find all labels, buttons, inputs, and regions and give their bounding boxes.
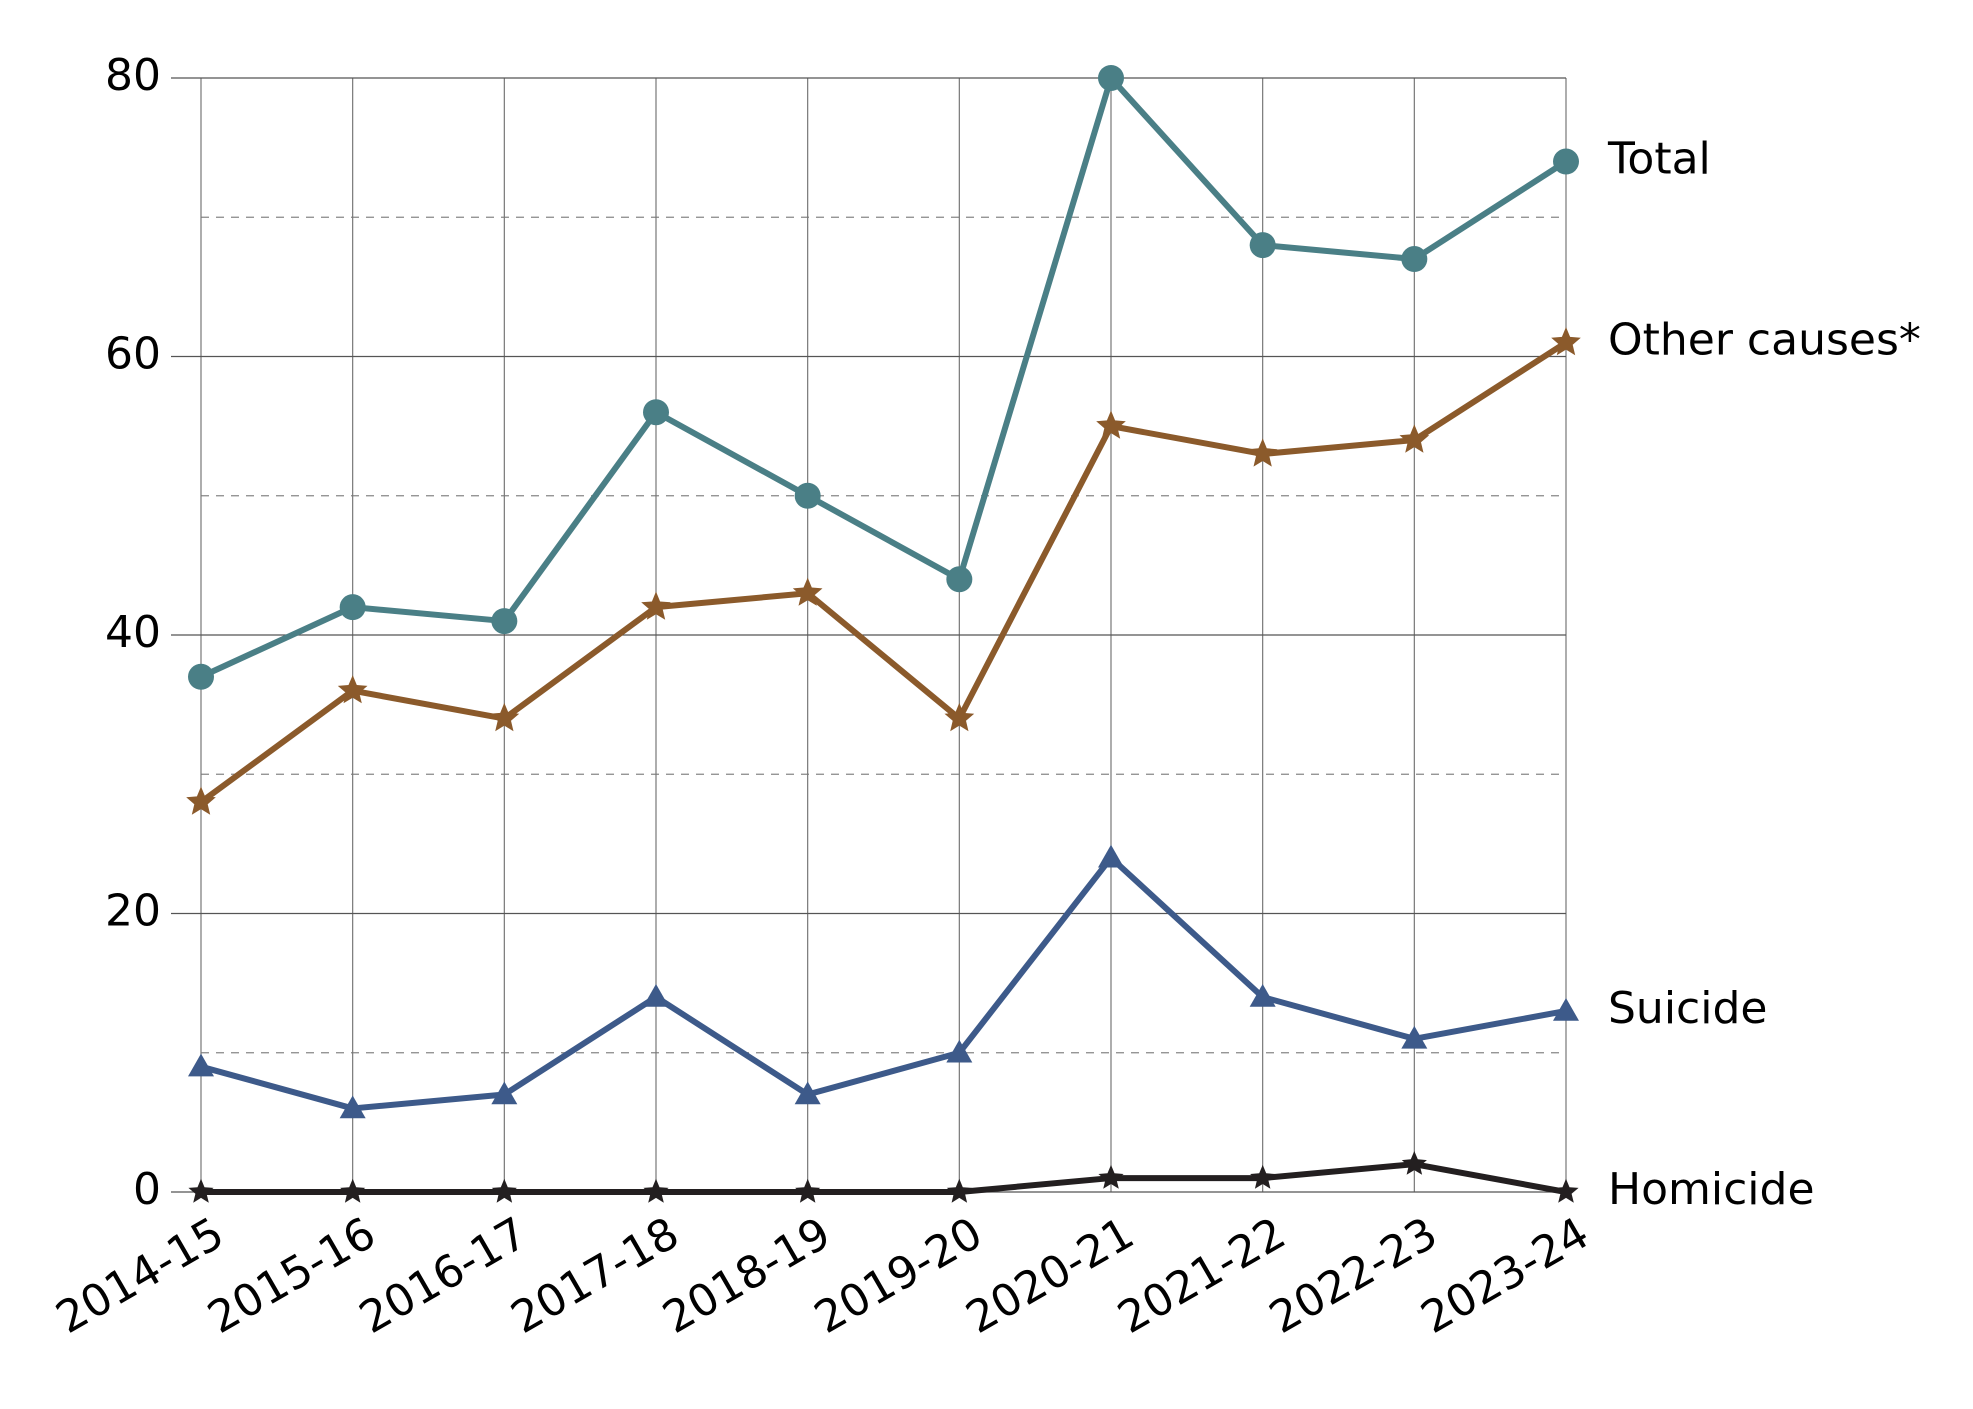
point [643, 399, 669, 426]
point [946, 1178, 972, 1203]
point [186, 786, 216, 815]
point [340, 1178, 366, 1203]
point [641, 591, 671, 620]
series-label: Homicide [1608, 1164, 1815, 1215]
point [643, 984, 669, 1007]
series-label: Total [1607, 134, 1711, 185]
point [1247, 438, 1278, 467]
point [1553, 148, 1579, 175]
point [1098, 65, 1124, 91]
point [1098, 844, 1124, 868]
point [643, 1178, 669, 1203]
point [491, 608, 518, 635]
series-line [199, 340, 1568, 805]
x-tick-label: 2021-22 [1109, 1208, 1294, 1344]
point [946, 566, 973, 593]
y-tick-label: 20 [105, 886, 161, 937]
x-tick-label: 2014-15 [48, 1208, 233, 1344]
x-tick-label: 2022-23 [1261, 1208, 1446, 1344]
x-tick-label: 2016-17 [351, 1208, 536, 1344]
point [188, 663, 214, 690]
x-tick-label: 2019-20 [806, 1208, 991, 1344]
y-tick-label: 80 [105, 50, 161, 101]
series-line [200, 854, 1567, 1112]
point [188, 1053, 214, 1077]
point [794, 1081, 821, 1105]
x-tick-label: 2017-18 [503, 1208, 688, 1344]
point [1551, 327, 1581, 356]
series-label: Other causes* [1608, 315, 1921, 366]
point [1401, 1025, 1428, 1049]
series-line [199, 75, 1568, 680]
point [339, 1095, 366, 1119]
x-tick-label: 2015-16 [199, 1208, 384, 1344]
y-tick-label: 0 [133, 1164, 161, 1215]
point [1096, 410, 1126, 439]
y-tick-label: 60 [105, 329, 161, 380]
y-tick-label: 40 [105, 607, 161, 658]
point [491, 1178, 517, 1203]
point [795, 1178, 821, 1203]
series-label: Suicide [1608, 983, 1767, 1034]
point [1098, 1164, 1124, 1189]
point [1553, 1178, 1579, 1203]
point [1249, 984, 1276, 1007]
point [1250, 1164, 1276, 1189]
point [188, 1178, 214, 1203]
point [794, 482, 821, 509]
x-tick-label: 2020-21 [958, 1208, 1143, 1344]
point [946, 1039, 973, 1063]
x-tick-label: 2023-24 [1413, 1208, 1598, 1344]
point [491, 1081, 518, 1105]
point [1401, 1151, 1427, 1175]
point [489, 702, 520, 732]
series-line [201, 1161, 1567, 1195]
point [1399, 424, 1430, 453]
point [337, 675, 368, 704]
point [339, 594, 366, 621]
point [1249, 232, 1276, 259]
x-tick-label: 2018-19 [654, 1208, 839, 1344]
point [792, 577, 823, 606]
point [1401, 246, 1428, 273]
point [944, 702, 975, 732]
point [1553, 997, 1579, 1021]
